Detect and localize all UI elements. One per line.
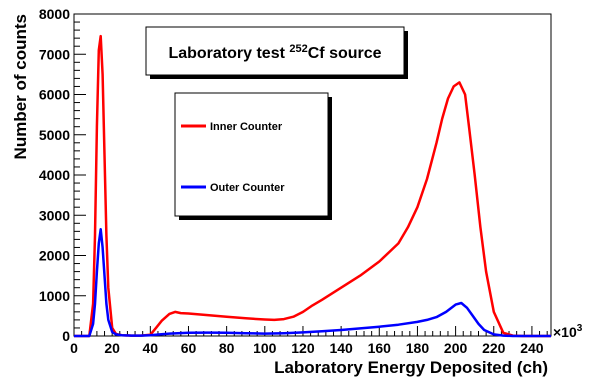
y-axis: 0 1000 2000 3000 4000 5000 6000 7000 8000 [39, 6, 86, 344]
x-tick-label: 140 [329, 340, 353, 356]
y-tick-label: 0 [62, 328, 70, 344]
y-tick-label: 7000 [39, 46, 70, 62]
x-tick-label: 0 [70, 340, 78, 356]
x-tick-label: 200 [444, 340, 468, 356]
series-layer [74, 34, 551, 338]
chart-title: Laboratory test 252Cf source [168, 43, 381, 62]
x-tick-label: 40 [143, 340, 159, 356]
title-box: Laboratory test 252Cf source [145, 26, 408, 79]
series-line-outer [74, 228, 551, 338]
y-axis-title: Number of counts [11, 14, 30, 159]
y-tick-label: 1000 [39, 288, 70, 304]
x-tick-label: 20 [104, 340, 120, 356]
y-tick-label: 6000 [39, 87, 70, 103]
x-tick-label: 180 [406, 340, 430, 356]
y-tick-label: 2000 [39, 248, 70, 264]
x-tick-label: 80 [219, 340, 235, 356]
y-tick-label: 3000 [39, 207, 70, 223]
x-tick-label: 240 [520, 340, 544, 356]
legend: Inner Counter Outer Counter [174, 92, 332, 220]
x-multiplier-exponent: 3 [577, 323, 583, 334]
x-tick-label: 100 [253, 340, 277, 356]
y-tick-label: 4000 [39, 167, 70, 183]
series-line-inner [74, 34, 551, 338]
x-tick-label: 120 [291, 340, 315, 356]
x-multiplier-label: ×103 [553, 323, 583, 340]
y-tick-label: 8000 [39, 6, 70, 22]
legend-label-outer: Outer Counter [210, 182, 285, 194]
legend-label-inner: Inner Counter [210, 121, 283, 133]
x-tick-label: 220 [482, 340, 506, 356]
y-tick-label: 5000 [39, 127, 70, 143]
x-tick-label: 160 [368, 340, 392, 356]
x-tick-label: 60 [181, 340, 197, 356]
x-axis-title: Laboratory Energy Deposited (ch) [274, 358, 548, 377]
